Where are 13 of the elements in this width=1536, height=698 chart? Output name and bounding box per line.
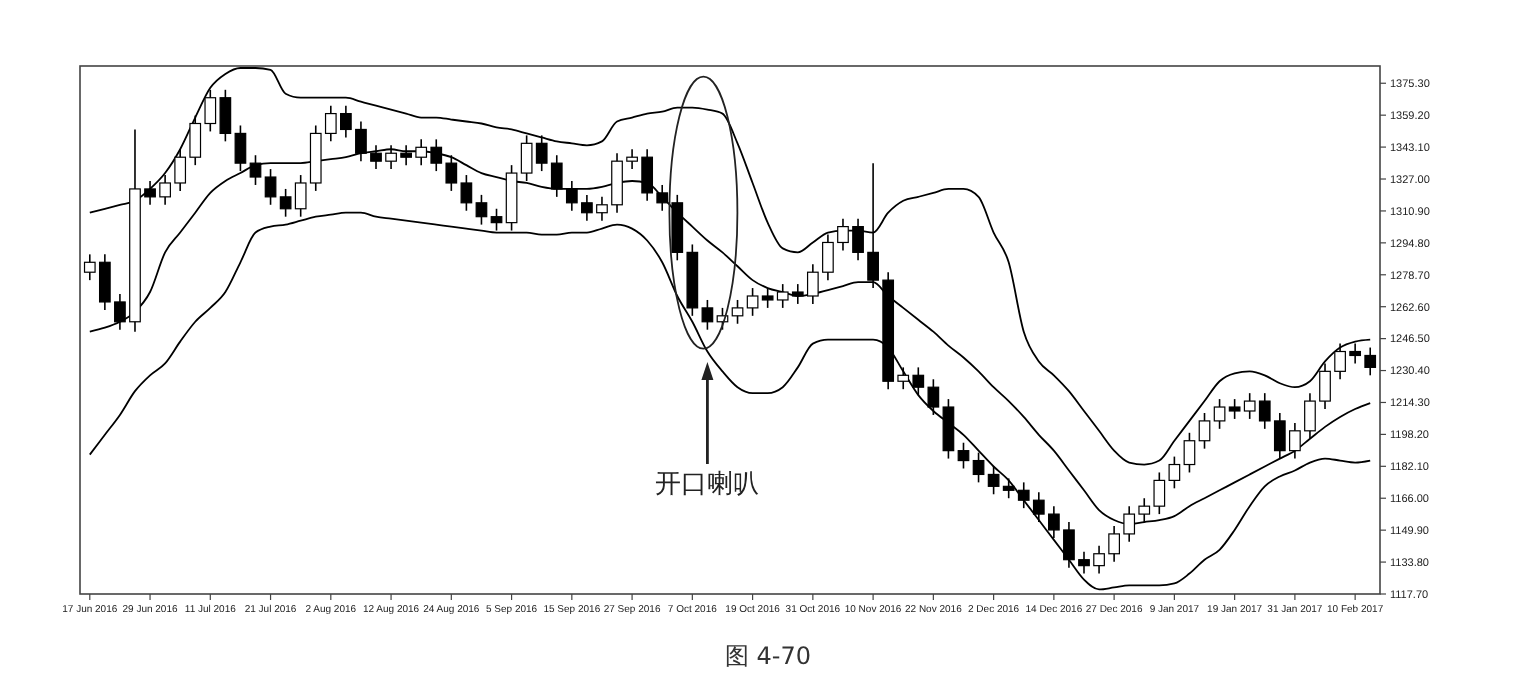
annotation: 开口喇叭: [655, 470, 760, 500]
caption: 图 4-70: [724, 642, 812, 670]
candlestick: [972, 451, 985, 484]
candlestick: [1198, 412, 1211, 450]
candlestick: [249, 154, 262, 186]
candlestick: [1183, 432, 1196, 474]
candlestick: [264, 168, 277, 206]
line-series: [88, 67, 1372, 466]
candlestick: [475, 194, 488, 226]
candlestick: [1213, 398, 1226, 430]
candlestick: [731, 299, 744, 325]
candlestick: [957, 441, 970, 470]
candlestick: [942, 398, 955, 460]
